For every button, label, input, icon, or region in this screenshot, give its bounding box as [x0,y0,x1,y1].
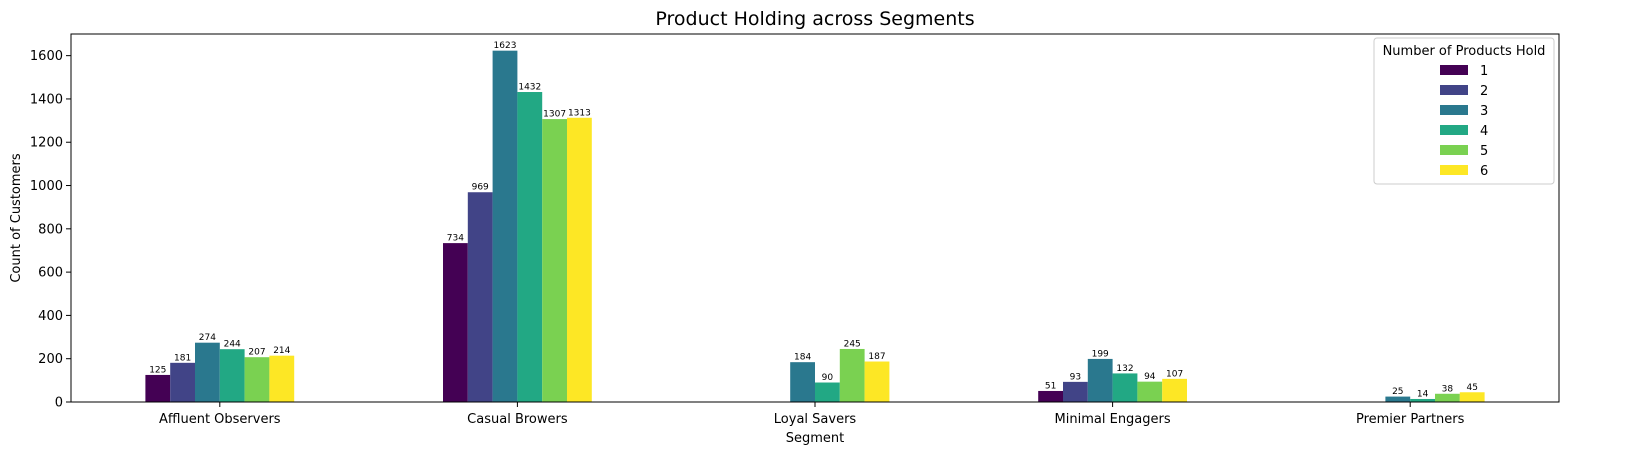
bar-casual-browers-series-2 [467,192,493,402]
bar-casual-browers-series-4 [517,92,543,403]
bar-value-label: 274 [199,333,216,343]
bar-value-label: 734 [447,234,464,244]
legend-swatch-3 [1440,105,1468,115]
bar-casual-browers-series-1 [443,243,468,402]
bar-premier-partners-series-3 [1385,396,1411,402]
bar-affluent-observers-series-3 [195,342,220,402]
bar-value-label: 969 [472,183,489,193]
legend-swatch-2 [1440,85,1468,95]
bar-value-label: 181 [174,353,191,363]
y-tick-label: 800 [38,222,63,237]
x-tick-label: Minimal Engagers [1055,412,1171,427]
bar-value-label: 245 [844,339,861,349]
y-axis-label: Count of Customers [9,153,24,283]
y-tick-label: 600 [38,266,63,281]
bar-minimal-engagers-series-6 [1162,378,1187,402]
bar-minimal-engagers-series-4 [1112,373,1138,402]
y-tick-label: 1400 [30,92,63,107]
x-tick-label: Casual Browers [467,412,568,427]
bar-value-label: 90 [822,373,834,383]
y-tick-label: 200 [38,352,63,367]
bar-value-label: 244 [224,340,241,350]
bar-value-label: 1432 [518,83,541,93]
bar-casual-browers-series-5 [542,119,567,403]
bar-value-label: 187 [868,352,885,362]
legend-swatch-6 [1440,165,1468,175]
y-tick-label: 400 [38,309,63,324]
x-tick-label: Premier Partners [1356,412,1465,427]
legend-entry-label: 3 [1480,104,1488,119]
bar-value-label: 207 [248,348,265,358]
plot-frame [70,33,1560,403]
y-tick-label: 1200 [30,136,63,151]
bar-premier-partners-series-6 [1459,392,1485,402]
bar-casual-browers-series-6 [567,117,592,403]
bar-affluent-observers-series-2 [170,362,195,402]
y-tick-label: 1000 [30,179,63,194]
bar-casual-browers-series-3 [492,50,518,402]
bar-value-label: 199 [1092,349,1109,359]
bar-minimal-engagers-series-5 [1137,381,1163,402]
bar-loyal-savers-series-4 [815,382,840,402]
legend-entry-label: 5 [1480,144,1488,159]
bar-premier-partners-series-4 [1410,398,1435,402]
bar-value-label: 14 [1417,389,1429,399]
bar-value-label: 214 [273,346,290,356]
bar-value-label: 51 [1045,381,1056,391]
bar-affluent-observers-series-5 [244,357,270,402]
bar-value-label: 107 [1166,369,1183,379]
legend-swatch-5 [1440,145,1468,155]
legend-swatch-1 [1440,65,1468,75]
bar-value-label: 93 [1070,372,1081,382]
bar-value-label: 94 [1144,372,1156,382]
bar-value-label: 1307 [543,110,566,120]
legend-entry-label: 2 [1480,84,1488,99]
legend-entry-label: 4 [1480,124,1488,139]
bar-value-label: 1313 [568,108,591,118]
bar-value-label: 38 [1442,384,1454,394]
y-tick-label: 0 [55,396,63,411]
bar-value-label: 45 [1466,383,1477,393]
bar-loyal-savers-series-3 [790,362,815,402]
bar-affluent-observers-series-4 [219,349,245,402]
bar-minimal-engagers-series-1 [1038,390,1063,402]
bar-value-label: 184 [794,353,811,363]
x-tick-label: Loyal Savers [774,412,857,427]
bar-value-label: 125 [149,365,166,375]
x-axis-label: Segment [786,431,845,446]
bar-minimal-engagers-series-2 [1063,381,1088,402]
bar-loyal-savers-series-6 [864,361,890,402]
bar-loyal-savers-series-5 [839,348,865,402]
legend-swatch-4 [1440,125,1468,135]
bar-value-label: 1623 [494,41,517,51]
chart-title: Product Holding across Segments [655,8,974,30]
bar-value-label: 132 [1116,364,1133,374]
legend: Number of Products Hold 1 2 3 4 5 6 [1373,37,1555,185]
legend-entry-label: 1 [1480,64,1488,79]
bar-affluent-observers-series-1 [145,374,171,402]
x-tick-label: Affluent Observers [159,412,281,427]
bar-premier-partners-series-5 [1435,393,1460,402]
bar-minimal-engagers-series-3 [1087,358,1113,402]
y-tick-label: 1600 [30,49,63,64]
legend-entry-label: 6 [1480,164,1488,179]
bar-affluent-observers-series-6 [269,355,295,402]
legend-title: Number of Products Hold [1383,44,1546,59]
bar-value-label: 25 [1392,387,1403,397]
